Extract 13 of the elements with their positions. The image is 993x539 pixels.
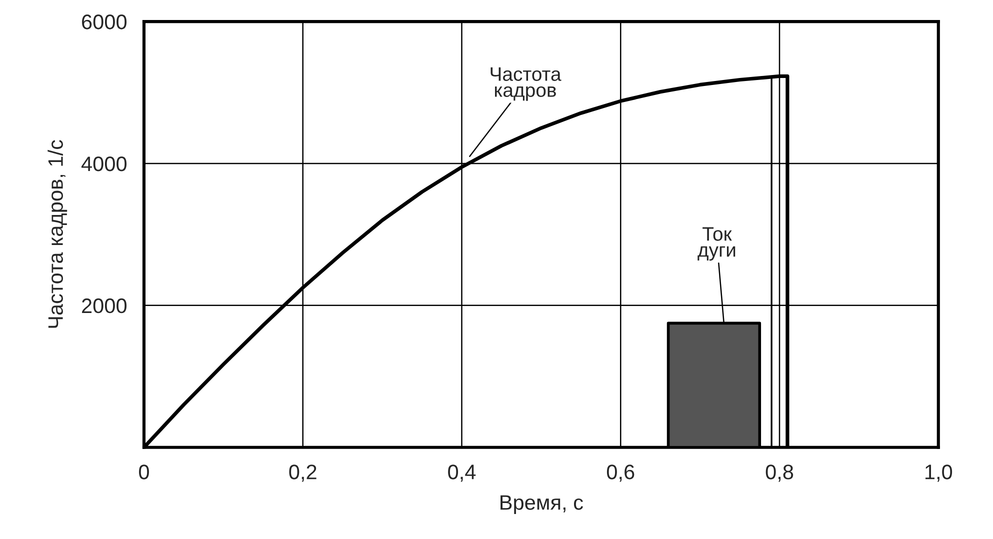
x-tick-label: 0,2 xyxy=(289,464,316,482)
y-tick-label: 6000 xyxy=(82,14,127,30)
y-tick-label: 2000 xyxy=(82,298,127,314)
x-axis-title: Время, с xyxy=(500,495,583,514)
x-tick-label: 0,4 xyxy=(448,464,476,482)
x-tick-label: 0,8 xyxy=(766,464,794,482)
y-tick-label: 4000 xyxy=(81,156,127,172)
y-axis-title: Частота кадров, 1/с xyxy=(48,140,68,328)
x-tick-label: 1,0 xyxy=(925,464,952,482)
annotation: Ток дуги xyxy=(698,227,736,261)
x-tick-label: 0,6 xyxy=(606,464,634,482)
x-tick-label: 0 xyxy=(139,464,149,480)
annotation: Частота кадров xyxy=(490,67,562,101)
